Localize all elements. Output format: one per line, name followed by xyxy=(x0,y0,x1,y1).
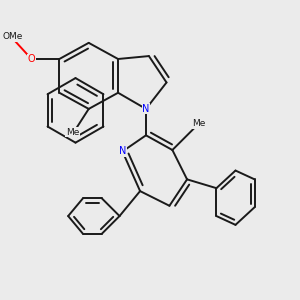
Text: Me: Me xyxy=(192,119,206,128)
Text: OMe: OMe xyxy=(2,32,22,41)
Text: O: O xyxy=(28,54,35,64)
Text: N: N xyxy=(142,104,150,114)
Text: N: N xyxy=(119,146,126,157)
Text: Me: Me xyxy=(66,128,79,137)
